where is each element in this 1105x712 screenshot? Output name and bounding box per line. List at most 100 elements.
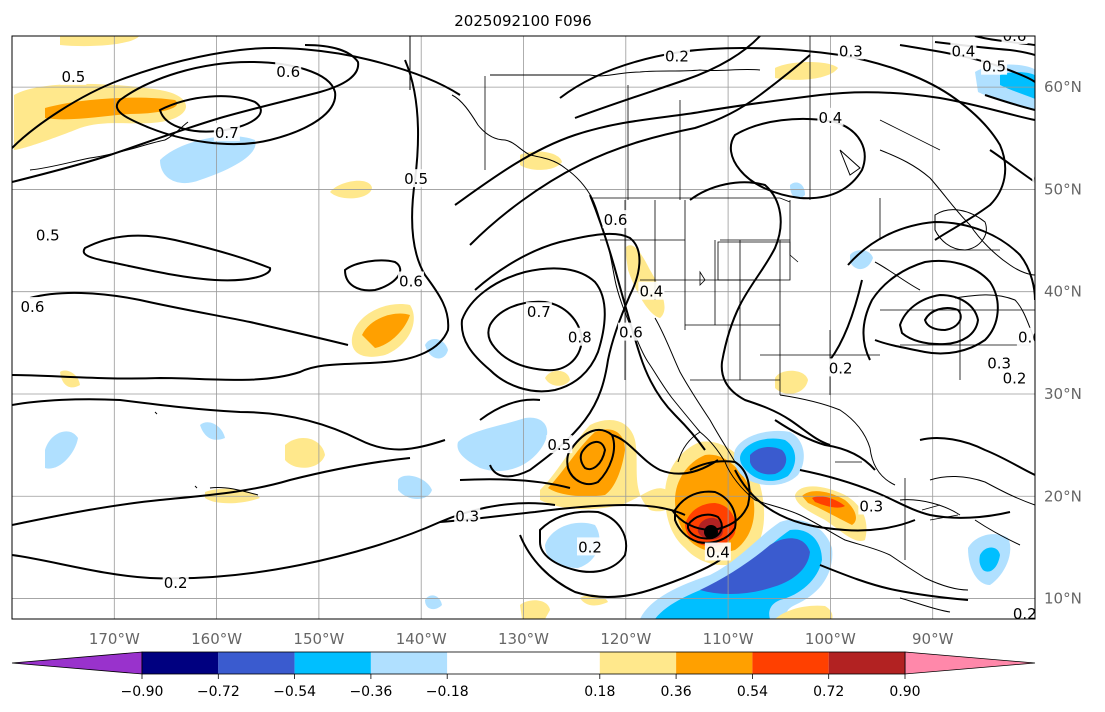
map-frame xyxy=(11,35,1036,620)
colorbar-outline xyxy=(141,651,906,675)
contour-label-text: 0.6 xyxy=(21,298,45,316)
contour-label-text: 0.6 xyxy=(604,211,628,229)
contour-label: 0.8 xyxy=(1032,6,1058,25)
contour-label-bg xyxy=(19,297,46,316)
contour-label-text: 0.5 xyxy=(36,226,60,244)
contour-label-text: 0.8 xyxy=(1033,7,1057,25)
colorbar-tick-label: −0.72 xyxy=(197,684,240,700)
contour-label-bg xyxy=(566,327,593,346)
shaded-region-blob-positive-6 xyxy=(775,370,808,394)
contour-label-bg xyxy=(454,506,481,525)
contour-label: 0.2 xyxy=(663,46,690,65)
contour-label: 0.2 xyxy=(827,358,854,377)
contour-label-text: 0.4 xyxy=(639,283,663,301)
shaded-region-blob-positive-7 xyxy=(285,437,325,468)
contour-label: 0.6 xyxy=(275,61,302,81)
contour-label: 0.4 xyxy=(704,542,731,562)
shaded-region-blob-negative-7 xyxy=(545,522,600,568)
contour-label-text: 0.4 xyxy=(951,42,975,60)
lat-tick-label: 40°N xyxy=(1044,283,1082,301)
contour-label-bg xyxy=(162,573,189,592)
contour-label-bg xyxy=(275,61,302,80)
contour-label-text: 0.5 xyxy=(404,170,428,188)
contour-label: 0.6 xyxy=(1001,27,1028,45)
colorbar-bin xyxy=(294,652,371,674)
contour-label-bg xyxy=(1032,6,1058,24)
contour-label: 0.4 xyxy=(950,41,977,60)
contour-label-text: 0.4 xyxy=(706,544,730,562)
shaded-region-blob-negative-4 xyxy=(200,422,225,440)
lon-tick-label: 110°W xyxy=(703,630,754,648)
contour-label: 0.6 xyxy=(1058,159,1084,178)
contour-label: 0.7 xyxy=(213,123,240,142)
contour-label-bg xyxy=(617,322,644,341)
contour-label: 0.7 xyxy=(966,16,992,35)
contour-label: 0.7 xyxy=(525,302,552,321)
contour-label-bg xyxy=(546,435,573,454)
colorbar-tick-label: −0.90 xyxy=(121,684,164,700)
lon-tick-label: 130°W xyxy=(498,630,549,648)
lon-tick-label: 170°W xyxy=(89,630,140,648)
contour-label: 0.5 xyxy=(546,435,573,454)
contour-label-text: 0.4 xyxy=(818,109,842,127)
contour-label-text: 0.2 xyxy=(665,47,689,65)
contour-label: 0.5 xyxy=(981,56,1008,76)
contour-label-text: 0.5 xyxy=(1033,170,1057,188)
shaded-region-blob-negative-2 xyxy=(850,250,873,270)
contour-label-bg xyxy=(704,542,731,561)
colorbar-under-extension xyxy=(11,651,143,675)
contour-label-text: 0.6 xyxy=(399,272,423,290)
shaded-region-blob-positive-12 xyxy=(775,62,838,80)
contour-label-text: 0.6 xyxy=(276,63,300,81)
contour-label: 0.8 xyxy=(566,327,593,347)
contour-label-text: 0.3 xyxy=(455,508,479,526)
contour-label-text: 0.2 xyxy=(164,574,188,592)
contour-label-bg xyxy=(60,66,87,85)
political-borders xyxy=(484,36,1035,560)
contour-label: 0.5 xyxy=(403,169,430,188)
contour-label-bg xyxy=(1001,368,1028,387)
chart-title: 2025092100 F096 xyxy=(454,12,591,30)
shaded-region-blob-negative-9 xyxy=(790,182,805,199)
shaded-region-blob-negative-3 xyxy=(45,431,78,469)
contour-label: 0.3 xyxy=(858,496,885,515)
shaded-region-baja-positive xyxy=(540,420,674,512)
shaded-region-blob-negative-11 xyxy=(1000,72,1035,99)
shaded-region-blob-positive-11 xyxy=(60,370,80,388)
colorbar: −0.90 −0.72 −0.54 −0.36 −0.18 0.18 0.36 0.54 0.7… xyxy=(11,651,1036,700)
contour-label-text: 0.5 xyxy=(61,68,85,86)
colorbar-bin xyxy=(828,652,905,674)
contour-label-bg xyxy=(663,46,690,65)
contour-label-text: 0.3 xyxy=(839,42,863,60)
contour-label-bg xyxy=(602,210,629,229)
contour-label-text: 0.2 xyxy=(1003,370,1027,388)
colorbar-tick-label: 0.54 xyxy=(737,684,768,700)
lon-tick-label: 140°W xyxy=(396,630,447,648)
lon-tick-label: 120°W xyxy=(600,630,651,648)
contour-label: 0.4 xyxy=(817,107,844,127)
contour-label-text: 0.5 xyxy=(547,436,571,454)
colorbar-bin xyxy=(676,652,753,674)
contour-label-bg xyxy=(950,41,977,60)
contour-label-text: 0.8 xyxy=(568,329,592,347)
shaded-region-blob-positive-9 xyxy=(520,600,550,619)
lat-tick-label: 50°N xyxy=(1044,180,1082,198)
shaded-region-blob-negative-6 xyxy=(457,417,548,471)
contour-label-bg xyxy=(837,41,864,60)
shaded-region-north-pacific-positive xyxy=(60,36,140,47)
contour-label-text: 0.2 xyxy=(829,359,853,377)
contour-label-bg xyxy=(638,281,665,300)
colorbar-bin xyxy=(370,652,448,674)
shaded-region-mexico-negative xyxy=(733,430,804,486)
contour-label-bg xyxy=(858,496,885,515)
contour-label-text: 0.5 xyxy=(982,58,1006,76)
contour-label-bg xyxy=(1001,36,1028,44)
shaded-region-alaska-positive xyxy=(14,83,187,150)
contour-label-text: 0.2 xyxy=(578,538,602,556)
contour-label: 0.5 xyxy=(1032,169,1057,188)
contour-label-text: 0.6 xyxy=(1003,27,1027,45)
contour-label-text: 0.2 xyxy=(1013,605,1037,623)
colorbar-tick-label: −0.36 xyxy=(349,684,392,700)
contour-label-bg xyxy=(1011,603,1035,619)
lat-tick-label: 30°N xyxy=(1044,385,1082,403)
